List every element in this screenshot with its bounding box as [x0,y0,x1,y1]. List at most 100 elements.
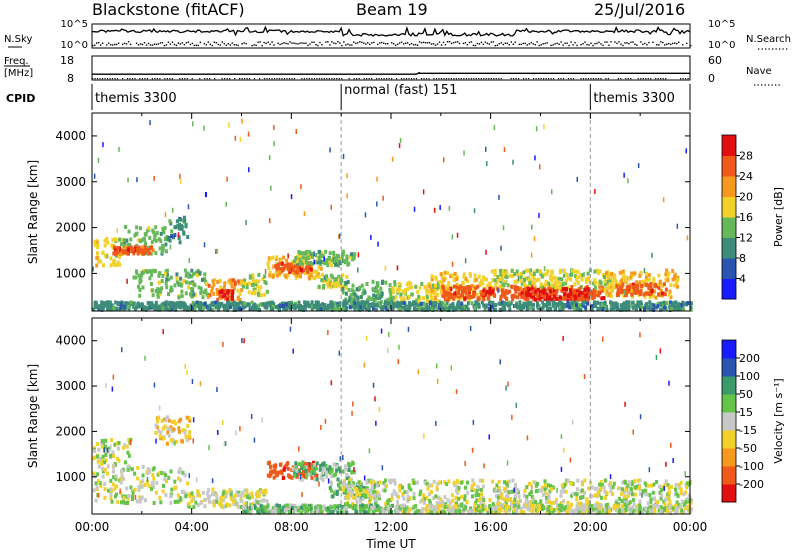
heatmap-cell [536,294,540,299]
heatmap-cell [329,273,333,278]
heatmap-cell [344,467,348,472]
heatmap-cell [481,478,485,483]
nsearch-point [229,44,231,46]
heatmap-cell [151,305,155,310]
heatmap-cell [633,290,637,295]
nave-point [391,78,393,80]
heatmap-cell [582,297,585,302]
heatmap-cell [549,487,553,492]
nsearch-point [428,42,431,44]
nsearch-point [486,42,489,45]
heatmap-cell [679,487,683,492]
heatmap-cell [586,289,590,294]
heatmap-cell [226,289,230,293]
heatmap-cell [288,475,292,480]
nave-point [306,78,308,80]
heatmap-cell [179,276,183,281]
nsearch-point [398,42,401,44]
heatmap-cell [630,492,634,497]
heatmap-cell [595,501,599,506]
heatmap-cell [608,278,612,283]
heatmap-cell [265,499,269,504]
heatmap-cell [598,493,601,498]
nave-point [475,78,477,80]
heatmap-cell [532,272,536,276]
heatmap-cell [96,454,100,459]
nsearch-point [558,43,560,45]
heatmap-cell [646,483,650,488]
nave-point [665,78,667,80]
heatmap-cell [154,300,158,305]
nave-point [204,78,206,80]
heatmap-cell [92,488,96,493]
heatmap-cell [257,279,261,284]
heatmap-cell [169,221,173,226]
heatmap-cell [430,277,434,282]
heatmap-cell [256,500,260,505]
heatmap-cell [563,292,567,297]
heatmap-cell [609,294,613,299]
heatmap-cell [326,510,330,515]
nsearch-point [185,42,188,44]
heatmap-cell [491,289,495,294]
y-tick-label: 3000 [55,175,86,189]
heatmap-cell [226,304,230,309]
heatmap-cell [464,485,467,490]
scatter-echo [273,141,275,147]
nave-point [388,78,390,80]
heatmap-cell [418,285,422,290]
heatmap-cell [484,303,488,308]
nsearch-point [626,42,628,44]
heatmap-cell [547,483,550,488]
heatmap-cell [621,480,625,485]
heatmap-cell [435,292,439,297]
heatmap-cell [105,237,109,241]
nsearch-point [221,41,223,43]
heatmap-cell [283,263,287,268]
heatmap-cell [224,296,228,301]
heatmap-cell [531,284,535,289]
nsearch-point [261,44,263,47]
heatmap-cell [453,483,457,488]
heatmap-cell [640,302,643,307]
heatmap-cell [328,465,332,470]
heatmap-cell [259,490,263,495]
heatmap-cell [317,265,321,270]
nsearch-point [406,42,409,44]
nave-point [303,78,305,80]
nsearch-point [658,44,660,46]
heatmap-cell [140,238,144,243]
heatmap-cell [353,496,357,501]
nave-point [288,78,291,80]
nsearch-point [628,42,630,45]
heatmap-cell [416,289,420,294]
heatmap-cell [287,510,291,514]
nsearch-point [512,43,514,45]
heatmap-cell [365,510,369,515]
heatmap-cell [131,247,135,252]
heatmap-cell [667,486,671,491]
scatter-echo [268,155,271,161]
heatmap-cell [298,257,302,262]
heatmap-cell [477,274,481,279]
heatmap-cell [127,464,131,469]
heatmap-cell [176,303,179,308]
heatmap-cell [632,285,636,290]
heatmap-cell [495,279,499,284]
nsearch-point [570,41,572,43]
heatmap-cell [560,301,564,306]
nsearch-point [101,42,104,44]
heatmap-cell [175,276,179,281]
heatmap-cell [140,495,144,500]
nsearch-point [436,43,439,45]
heatmap-cell [344,464,347,469]
heatmap-cell [303,302,307,307]
nsearch-point [670,43,672,46]
heatmap-cell [325,277,329,281]
heatmap-cell [151,228,155,233]
heatmap-cell [372,293,376,298]
heatmap-cell [114,300,118,305]
heatmap-cell [462,286,466,291]
scatter-echo [164,212,167,218]
heatmap-cell [321,478,325,483]
